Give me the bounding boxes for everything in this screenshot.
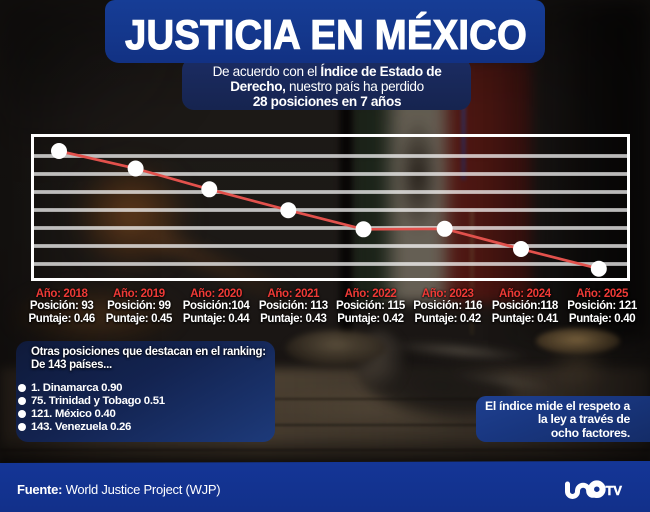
svg-text:TV: TV	[606, 483, 623, 498]
